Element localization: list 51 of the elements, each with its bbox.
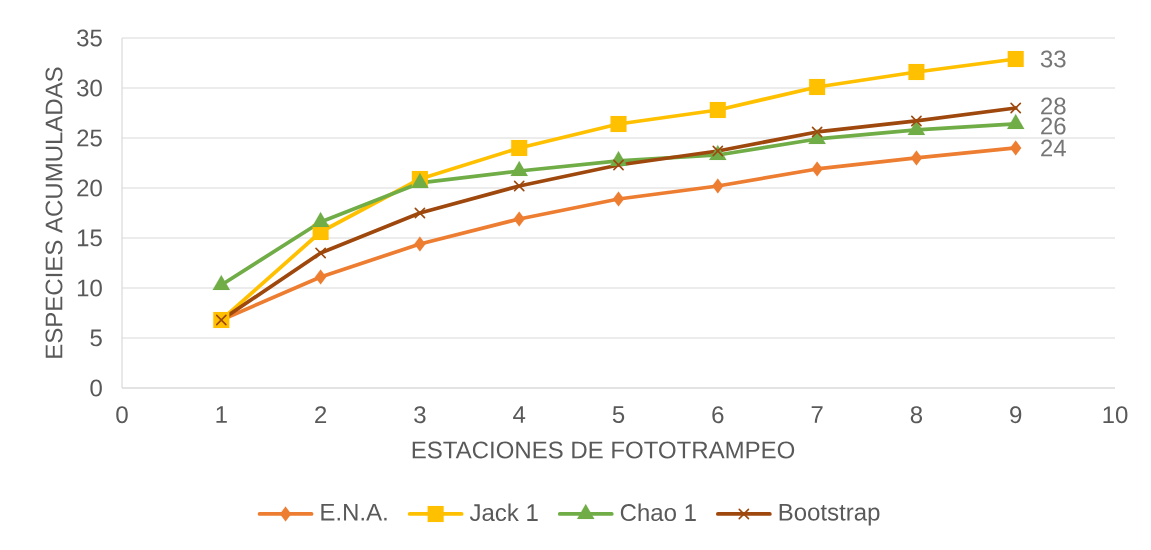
- y-tick-label: 35: [77, 29, 102, 47]
- data-label: 33: [1040, 50, 1066, 68]
- y-tick-label: 5: [90, 329, 102, 347]
- point: [613, 159, 624, 171]
- point: [610, 115, 627, 133]
- legend-label: Jack 1: [469, 503, 538, 522]
- data-label: 24: [1041, 139, 1066, 157]
- point: [513, 211, 525, 227]
- x-tick-label: 10: [1103, 406, 1128, 424]
- point: [1010, 102, 1022, 114]
- x-tick-label: 7: [811, 406, 823, 423]
- x-tick-label: 2: [315, 406, 327, 423]
- point: [1010, 140, 1022, 156]
- data-label: 26: [1041, 117, 1066, 135]
- x-tick-label: 0: [116, 406, 128, 424]
- y-tick-label: 30: [77, 79, 102, 97]
- legend-label: Chao 1: [620, 503, 696, 522]
- x-tick-label: 3: [414, 406, 426, 424]
- x-axis-title: ESTACIONES DE FOTOTRAMPEO: [412, 441, 795, 459]
- y-tick-label: 0: [90, 379, 102, 397]
- legend-label: E.N.A.: [321, 503, 387, 521]
- point: [414, 207, 426, 219]
- y-axis-title: ESPECIES ACUMULADAS: [45, 67, 63, 358]
- legend-label: Bootstrap: [779, 503, 880, 526]
- point: [612, 191, 625, 207]
- y-tick-label: 20: [77, 179, 102, 197]
- y-tick-label: 25: [77, 129, 102, 147]
- point: [1007, 50, 1024, 68]
- point: [414, 236, 426, 252]
- point: [314, 269, 327, 285]
- point: [809, 78, 826, 96]
- x-tick-label: 9: [1010, 406, 1022, 424]
- point: [712, 145, 724, 157]
- point: [910, 150, 923, 166]
- y-tick-label: 15: [77, 229, 102, 247]
- x-tick-label: 4: [513, 406, 526, 423]
- point: [513, 180, 525, 192]
- point: [908, 63, 925, 81]
- data-label: 28: [1041, 97, 1066, 115]
- point: [315, 247, 327, 259]
- x-tick-label: 5: [612, 406, 625, 423]
- point: [511, 139, 528, 157]
- y-tick-label: 10: [77, 279, 102, 297]
- point: [811, 161, 823, 177]
- x-tick-label: 1: [216, 406, 227, 423]
- point: [709, 101, 726, 119]
- point: [712, 178, 724, 194]
- point: [811, 126, 823, 138]
- x-tick-label: 6: [712, 406, 724, 424]
- point: [911, 115, 922, 127]
- x-tick-label: 8: [910, 406, 923, 424]
